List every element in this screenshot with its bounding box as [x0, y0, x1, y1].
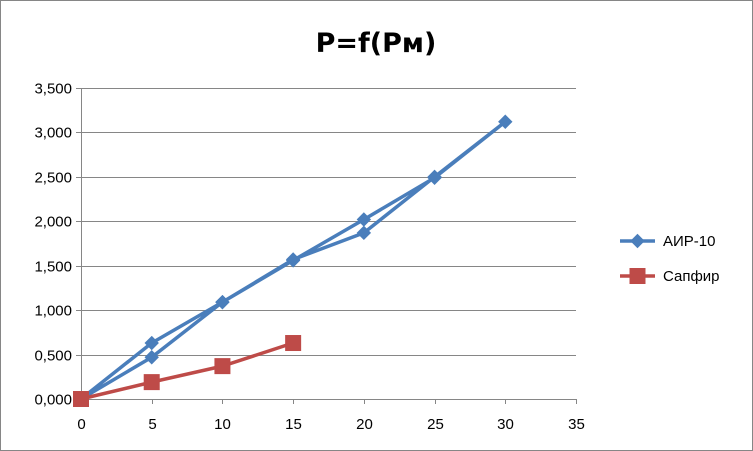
x-tick-label: 20 [356, 416, 373, 433]
series-layer [73, 114, 513, 407]
y-tick-label: 1,500 [34, 259, 72, 276]
legend-label: Сапфир [663, 268, 720, 285]
data-point [215, 294, 230, 310]
data-point [144, 350, 159, 365]
x-tick-label: 15 [285, 416, 302, 433]
y-tick-label: 2,500 [34, 170, 72, 187]
legend-marker [630, 233, 645, 249]
gridlines [81, 88, 576, 356]
y-tick-label: 3,000 [34, 125, 72, 142]
chart-title: P=f(Pм) [316, 28, 437, 59]
data-point [427, 169, 442, 185]
series-sapfir [73, 335, 302, 407]
y-tick-label: 0,500 [34, 348, 72, 365]
x-tick-label: 25 [427, 416, 444, 433]
data-point [356, 225, 372, 241]
legend-item: Сапфир [620, 268, 720, 285]
data-point [214, 358, 231, 375]
x-tick-label: 0 [77, 416, 85, 433]
x-tick-label: 10 [214, 416, 231, 433]
legend-label: АИР-10 [663, 233, 715, 250]
data-point [285, 252, 301, 267]
y-tick-label: 0,000 [34, 392, 72, 409]
x-tick-label: 35 [568, 416, 585, 433]
axes: 0,000 0,500 1,000 1,500 2,000 2,500 3,000 3,500… [34, 81, 584, 434]
legend-marker [629, 268, 646, 284]
x-tick-label: 5 [148, 416, 156, 433]
data-point [144, 335, 159, 351]
legend: АИР-10 Сапфир [620, 233, 720, 285]
y-tick-label: 2,000 [34, 214, 72, 231]
y-tick-label: 1,000 [34, 303, 72, 320]
x-tick-label: 30 [497, 416, 514, 433]
data-point [498, 114, 513, 129]
data-point [143, 374, 160, 391]
data-point [285, 335, 302, 352]
y-tick-label: 3,500 [34, 81, 72, 98]
legend-item: АИР-10 [620, 233, 715, 250]
series-air-10 [73, 114, 513, 407]
series-line [80, 341, 294, 401]
data-point [73, 391, 89, 407]
